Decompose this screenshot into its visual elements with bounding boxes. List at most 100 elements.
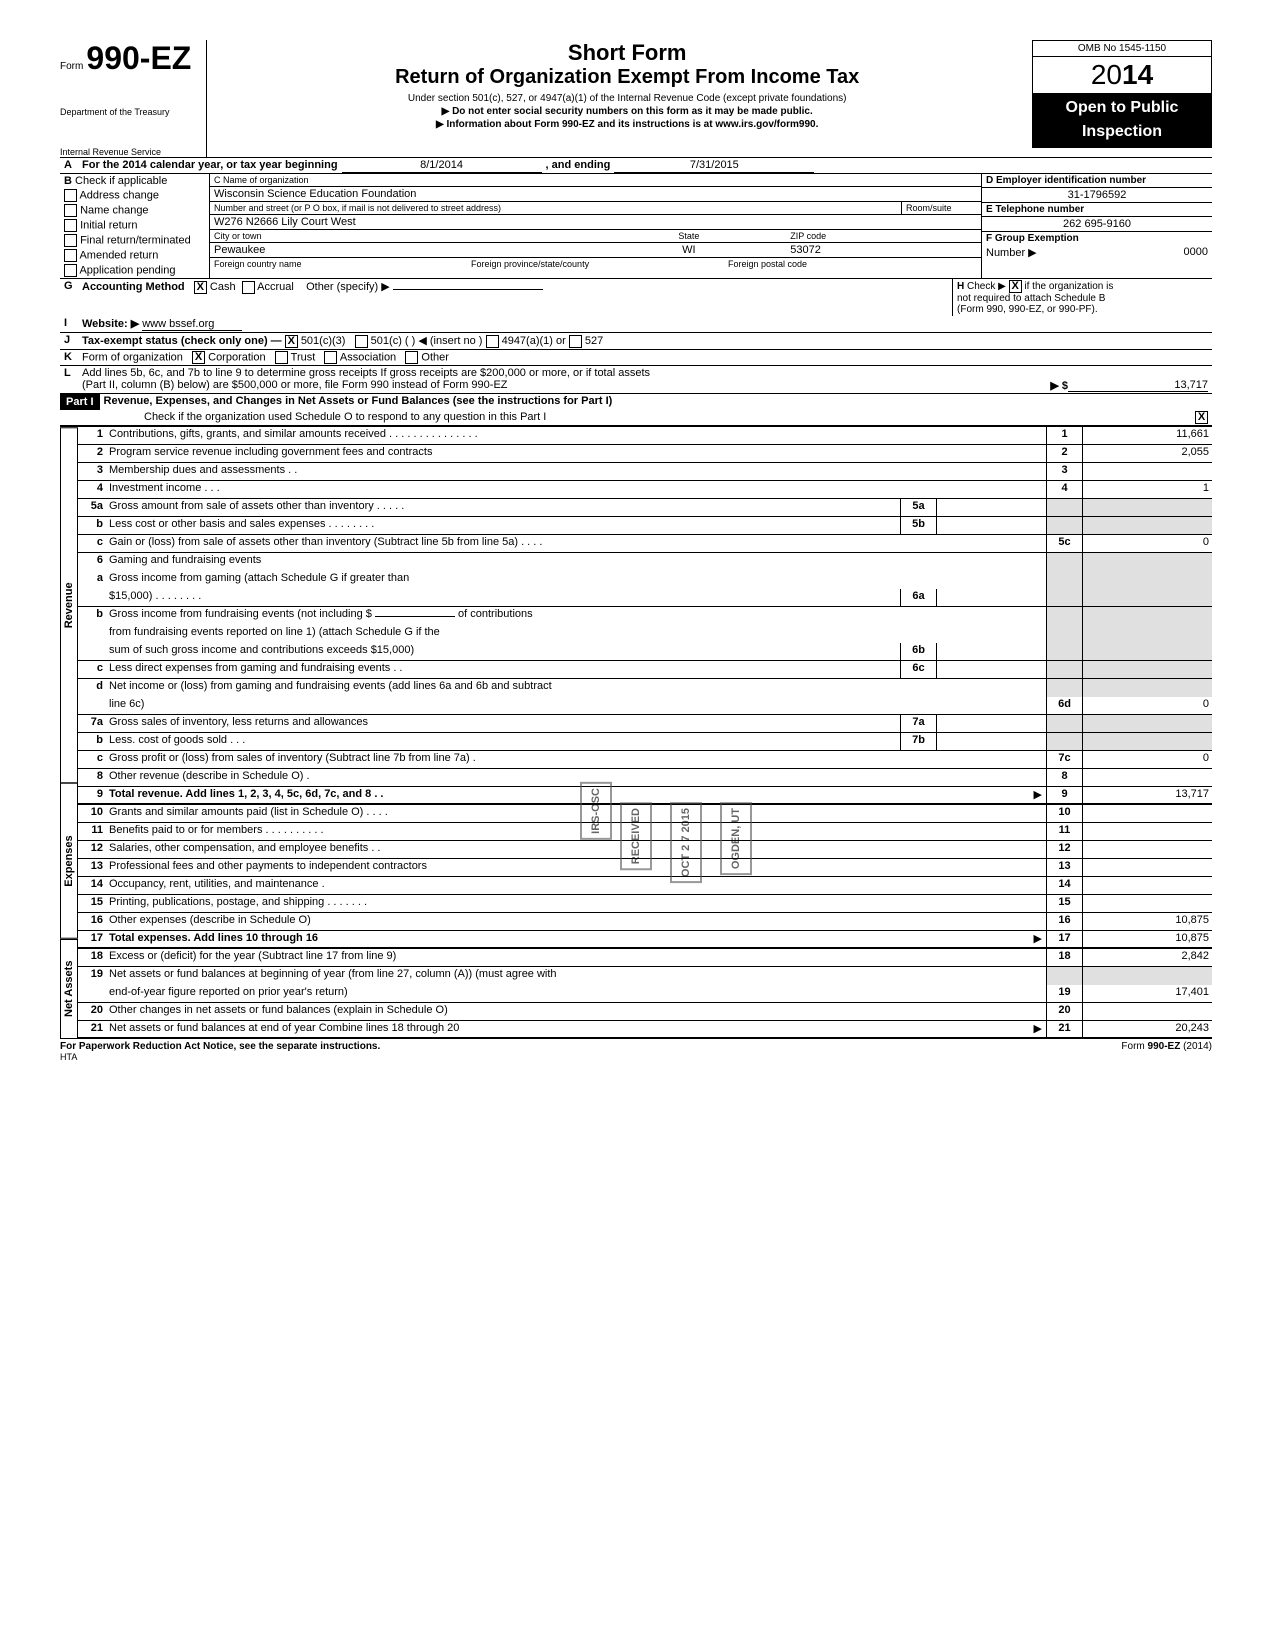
amt-1: 11,661 [1082, 427, 1212, 444]
omb-number: OMB No 1545-1150 [1033, 41, 1211, 57]
amt-4: 1 [1082, 481, 1212, 498]
main-title: Return of Organization Exempt From Incom… [222, 66, 1032, 89]
part1-header-row: Part I Revenue, Expenses, and Changes in… [60, 393, 1212, 410]
amt-2: 2,055 [1082, 445, 1212, 462]
cb-initial-return[interactable] [64, 219, 77, 232]
org-info-block: B Check if applicable Address change Nam… [60, 173, 1212, 278]
cb-accrual[interactable] [242, 281, 255, 294]
line-j: J Tax-exempt status (check only one) — 5… [60, 332, 1212, 349]
c-name-label: C Name of organization [210, 174, 981, 187]
short-form-label: Short Form [222, 40, 1032, 66]
amt-6d: 0 [1082, 697, 1212, 714]
zip-value: 53072 [786, 243, 981, 257]
city-value: Pewaukee [210, 243, 592, 257]
line-l: L Add lines 5b, 6c, and 7b to line 9 to … [60, 365, 1212, 393]
cb-trust[interactable] [275, 351, 288, 364]
and-ending: , and ending [542, 158, 615, 173]
street-value: W276 N2666 Lily Court West [210, 215, 981, 230]
form-number: 990-EZ [86, 40, 191, 76]
org-name: Wisconsin Science Education Foundation [210, 187, 981, 202]
footer-right: Form 990-EZ (2014) [1121, 1041, 1212, 1052]
form-number-box: Form 990-EZ Department of the Treasury I… [60, 40, 207, 157]
open-public-2: Inspection [1033, 123, 1211, 147]
zip-label: ZIP code [786, 230, 981, 242]
cb-schedule-o[interactable] [1195, 411, 1208, 424]
amt-19: 17,401 [1082, 985, 1212, 1002]
netassets-side-label: Net Assets [60, 939, 78, 1039]
amt-3 [1082, 463, 1212, 480]
cb-final-return[interactable] [64, 234, 77, 247]
cb-4947[interactable] [486, 335, 499, 348]
form-header: Form 990-EZ Department of the Treasury I… [60, 40, 1212, 157]
ein-value: 31-1796592 [982, 188, 1212, 203]
f-value: 0000 [1184, 246, 1208, 258]
amt-5c: 0 [1082, 535, 1212, 552]
dept-irs: Internal Revenue Service [60, 147, 191, 157]
amt-21: 20,243 [1082, 1021, 1212, 1037]
year-suffix: 14 [1122, 59, 1153, 90]
foreign-country-label: Foreign country name [210, 258, 467, 270]
amt-18: 2,842 [1082, 949, 1212, 966]
title-block: Short Form Return of Organization Exempt… [222, 40, 1032, 130]
l-value: 13,717 [1068, 379, 1208, 392]
f-label: F Group Exemption [982, 232, 1212, 245]
foreign-prov-label: Foreign province/state/county [467, 258, 724, 270]
expenses-side-label: Expenses [60, 783, 78, 939]
foreign-postal-label: Foreign postal code [724, 258, 981, 270]
state-value: WI [592, 243, 787, 257]
e-label: E Telephone number [982, 203, 1212, 217]
state-label: State [592, 230, 787, 242]
hta-mark: HTA [60, 1052, 1212, 1062]
stamp-irs-osc: IRS-OSC [580, 782, 612, 840]
line-a: A For the 2014 calendar year, or tax yea… [60, 157, 1212, 173]
phone-value: 262 695-9160 [982, 217, 1212, 232]
footer-left: For Paperwork Reduction Act Notice, see … [60, 1041, 380, 1052]
website-value: www bssef.org [142, 318, 242, 331]
stamp-ogden: OGDEN, UT [720, 802, 752, 875]
line-g-h: G Accounting Method Cash Accrual Other (… [60, 278, 1212, 316]
subline-2: ▶ Information about Form 990-EZ and its … [222, 119, 1032, 130]
b-label: Check if applicable [75, 175, 167, 187]
tax-year-begin: 8/1/2014 [342, 158, 542, 173]
form-prefix: Form [60, 61, 83, 72]
cb-amended[interactable] [64, 249, 77, 262]
cb-address-change[interactable] [64, 189, 77, 202]
line-k: K Form of organization Corporation Trust… [60, 349, 1212, 365]
city-label: City or town [210, 230, 592, 242]
part1-grid: Revenue Expenses Net Assets 1Contributio… [60, 426, 1212, 1039]
g-label: Accounting Method [82, 281, 185, 293]
part1-title: Revenue, Expenses, and Changes in Net As… [100, 394, 1212, 410]
subtitle: Under section 501(c), 527, or 4947(a)(1)… [222, 93, 1032, 104]
footer: For Paperwork Reduction Act Notice, see … [60, 1041, 1212, 1052]
stamp-date: OCT 2 7 2015 [670, 802, 702, 883]
subline-1: ▶ Do not enter social security numbers o… [222, 106, 1032, 117]
open-public-1: Open to Public [1033, 93, 1211, 123]
revenue-side-label: Revenue [60, 427, 78, 783]
part1-label: Part I [60, 394, 100, 410]
cb-527[interactable] [569, 335, 582, 348]
omb-year-box: OMB No 1545-1150 2014 Open to Public Ins… [1032, 40, 1212, 148]
stamp-received: RECEIVED [620, 802, 652, 870]
cb-501c3[interactable] [285, 335, 298, 348]
cb-other-org[interactable] [405, 351, 418, 364]
year-prefix: 20 [1091, 59, 1122, 90]
cb-app-pending[interactable] [64, 264, 77, 277]
amt-16: 10,875 [1082, 913, 1212, 930]
room-label: Room/suite [901, 202, 981, 214]
amt-9: 13,717 [1082, 787, 1212, 803]
f-number-label: Number ▶ [986, 247, 1037, 259]
cb-name-change[interactable] [64, 204, 77, 217]
cb-corp[interactable] [192, 351, 205, 364]
tax-year-end: 7/31/2015 [614, 158, 814, 173]
line-a-label: For the 2014 calendar year, or tax year … [78, 158, 342, 173]
cb-cash[interactable] [194, 281, 207, 294]
street-label: Number and street (or P O box, if mail i… [210, 202, 901, 214]
cb-h[interactable] [1009, 280, 1022, 293]
cb-assoc[interactable] [324, 351, 337, 364]
d-label: D Employer identification number [982, 174, 1212, 188]
amt-8 [1082, 769, 1212, 786]
part1-check-row: Check if the organization used Schedule … [60, 410, 1212, 426]
line-i: I Website: ▶ www bssef.org [60, 316, 1212, 332]
dept-treasury: Department of the Treasury [60, 107, 191, 117]
cb-501c[interactable] [355, 335, 368, 348]
